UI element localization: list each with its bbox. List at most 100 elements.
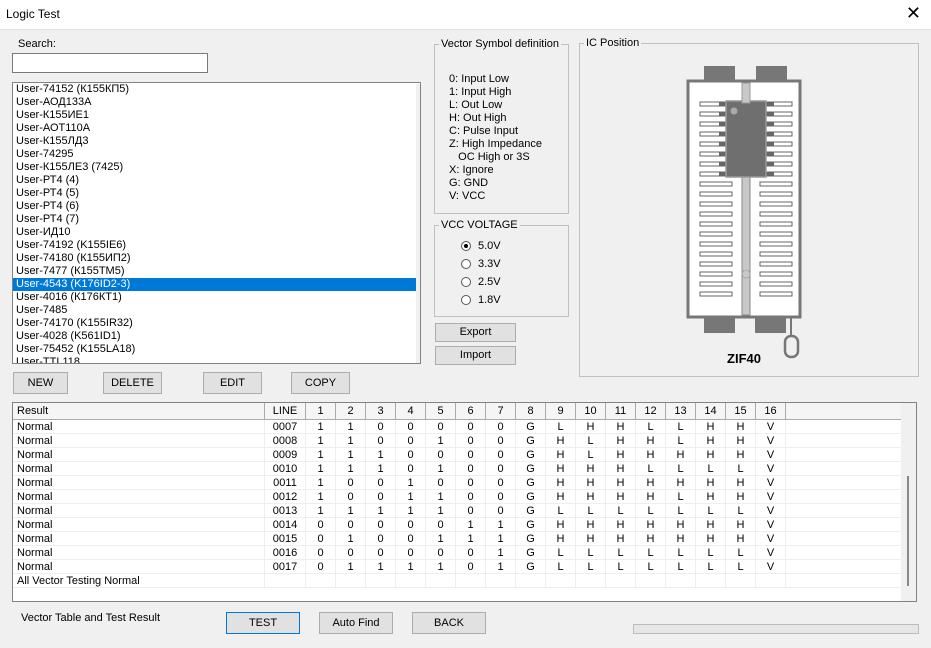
table-cell: 1 xyxy=(366,448,396,461)
table-cell: L xyxy=(636,420,666,433)
device-list-item[interactable]: User-К155ИЕ1 xyxy=(16,109,90,121)
device-list-item[interactable]: User-АОТ110А xyxy=(16,122,91,134)
table-cell: L xyxy=(576,448,606,461)
table-cell: 0 xyxy=(306,532,336,545)
radio-icon[interactable] xyxy=(461,259,471,269)
vcc-radio-2.5V[interactable]: 2.5V xyxy=(461,273,568,291)
device-list-item[interactable]: User-74180 (К155ИП2) xyxy=(16,252,131,264)
device-list-item[interactable]: User-7485 xyxy=(16,304,68,316)
column-header[interactable]: LINE xyxy=(265,403,306,419)
column-header[interactable]: 13 xyxy=(666,403,696,419)
device-list-item[interactable]: User-АОД133А xyxy=(16,96,92,108)
column-header[interactable]: 7 xyxy=(486,403,516,419)
device-list-item[interactable]: User-74192 (K155IE6) xyxy=(16,239,127,251)
table-cell: 0010 xyxy=(265,462,306,475)
table-cell: 0012 xyxy=(265,490,306,503)
table-scrollbar[interactable] xyxy=(901,403,916,601)
edit-button[interactable]: EDIT xyxy=(203,372,262,394)
device-list-item[interactable]: User-TTL118 xyxy=(16,356,80,364)
search-input[interactable] xyxy=(12,53,208,73)
table-cell xyxy=(366,574,396,587)
column-header[interactable]: 3 xyxy=(366,403,396,419)
import-button[interactable]: Import xyxy=(435,346,516,365)
device-list-item[interactable]: User-РТ4 (4) xyxy=(16,174,80,186)
table-cell: 0 xyxy=(426,476,456,489)
radio-icon[interactable] xyxy=(461,277,471,287)
test-button[interactable]: TEST xyxy=(226,612,300,634)
table-cell: H xyxy=(546,490,576,503)
column-header[interactable]: Result xyxy=(13,403,265,419)
table-cell: 0011 xyxy=(265,476,306,489)
table-cell: 0013 xyxy=(265,504,306,517)
close-icon[interactable]: ✕ xyxy=(905,3,921,23)
column-header[interactable]: 5 xyxy=(426,403,456,419)
table-cell: L xyxy=(666,560,696,573)
vcc-radio-3.3V[interactable]: 3.3V xyxy=(461,255,568,273)
radio-icon[interactable] xyxy=(461,241,471,251)
device-list-item[interactable]: User-4543 (K176ID2-3) xyxy=(13,278,420,291)
device-list-item[interactable]: User-ИД10 xyxy=(16,226,71,238)
radio-icon[interactable] xyxy=(461,295,471,305)
device-list-item[interactable]: User-7477 (К155ТМ5) xyxy=(16,265,125,277)
table-cell xyxy=(306,574,336,587)
column-header[interactable]: 14 xyxy=(696,403,726,419)
table-cell: V xyxy=(756,560,786,573)
table-cell: G xyxy=(516,462,546,475)
table-cell: H xyxy=(666,476,696,489)
table-cell: 1 xyxy=(366,560,396,573)
vcc-radio-5.0V[interactable]: 5.0V xyxy=(461,237,568,255)
column-header[interactable]: 12 xyxy=(636,403,666,419)
table-cell: 1 xyxy=(426,490,456,503)
socket-label: ZIF40 xyxy=(727,351,761,366)
device-list-item[interactable]: User-К155ЛЕ3 (7425) xyxy=(16,161,124,173)
device-list-item[interactable]: User-РТ4 (5) xyxy=(16,187,80,199)
device-list-item[interactable]: User-74170 (K155IR32) xyxy=(16,317,133,329)
table-cell: L xyxy=(546,420,576,433)
device-list[interactable]: User-74152 (К155КП5) User-АОД133А User-К15… xyxy=(12,82,421,364)
new-button[interactable]: NEW xyxy=(13,372,68,394)
table-cell: H xyxy=(636,476,666,489)
column-header[interactable]: 2 xyxy=(336,403,366,419)
copy-button[interactable]: COPY xyxy=(291,372,350,394)
table-cell: V xyxy=(756,518,786,531)
device-list-item[interactable]: User-4016 (К176КТ1) xyxy=(16,291,122,303)
column-header[interactable]: 6 xyxy=(456,403,486,419)
device-list-item[interactable]: User-74295 xyxy=(16,148,74,160)
list-scrollbar[interactable] xyxy=(416,84,420,363)
column-header[interactable]: 15 xyxy=(726,403,756,419)
table-cell: L xyxy=(576,546,606,559)
table-cell xyxy=(486,574,516,587)
column-header[interactable]: 8 xyxy=(516,403,546,419)
device-list-item[interactable]: User-РТ4 (6) xyxy=(16,200,80,212)
table-cell: L xyxy=(696,462,726,475)
column-header[interactable]: 11 xyxy=(606,403,636,419)
table-cell: H xyxy=(636,490,666,503)
table-row: Normal 0015 0 1 0 0 1 1 1 G H H H H H H H V xyxy=(13,532,916,546)
table-cell: H xyxy=(636,434,666,447)
table-cell: G xyxy=(516,532,546,545)
table-cell: H xyxy=(606,518,636,531)
table-cell: H xyxy=(696,448,726,461)
table-cell xyxy=(265,574,306,587)
vector-symbol-line: C: Pulse Input xyxy=(449,125,519,137)
delete-button[interactable]: DELETE xyxy=(103,372,162,394)
window-title: Logic Test xyxy=(6,7,60,21)
auto-find-button[interactable]: Auto Find xyxy=(319,612,393,634)
device-list-item[interactable]: User-К155ЛД3 xyxy=(16,135,89,147)
device-list-item[interactable]: User-74152 (К155КП5) xyxy=(16,83,130,95)
column-header[interactable]: 4 xyxy=(396,403,426,419)
vcc-radio-1.8V[interactable]: 1.8V xyxy=(461,291,568,309)
export-button[interactable]: Export xyxy=(435,323,516,342)
table-row: Normal 0013 1 1 1 1 1 0 0 G L L L L L L L V xyxy=(13,504,916,518)
back-button[interactable]: BACK xyxy=(412,612,486,634)
column-header[interactable]: 9 xyxy=(546,403,576,419)
column-header[interactable]: 1 xyxy=(306,403,336,419)
table-cell: H xyxy=(636,448,666,461)
device-list-item[interactable]: User-4028 (K561ID1) xyxy=(16,330,121,342)
scroll-thumb[interactable] xyxy=(907,476,909,586)
column-header[interactable]: 10 xyxy=(576,403,606,419)
device-list-item[interactable]: User-РТ4 (7) xyxy=(16,213,80,225)
table-cell: 0 xyxy=(336,518,366,531)
device-list-item[interactable]: User-75452 (K155LA18) xyxy=(16,343,136,355)
column-header[interactable]: 16 xyxy=(756,403,786,419)
